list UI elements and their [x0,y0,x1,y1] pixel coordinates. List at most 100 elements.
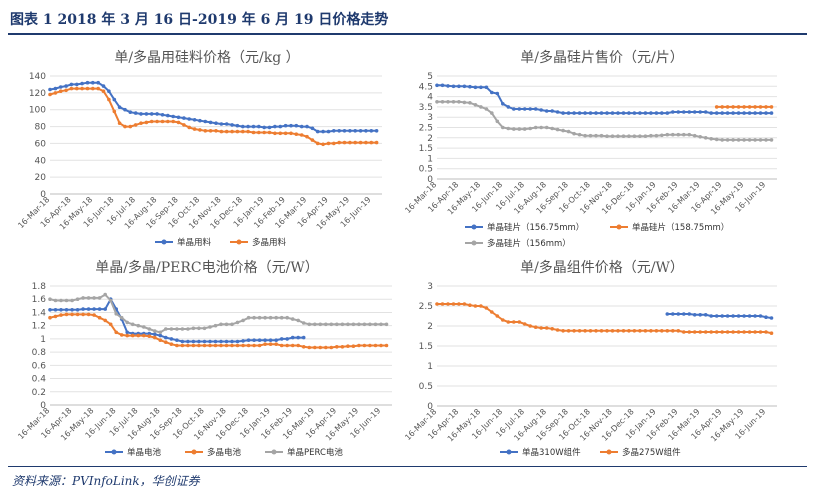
legend-item: 单晶硅片（158.75mm） [610,222,729,233]
y-tick-label: 0.8 [32,348,47,358]
data-point [364,140,368,145]
data-point [81,312,85,317]
data-point [501,318,505,322]
series-1 [665,312,774,320]
data-point [758,330,763,334]
data-point [348,129,352,133]
data-point [92,313,96,317]
y-tick-label: 20 [35,173,47,183]
data-point [638,111,642,115]
data-point [533,125,538,130]
chart-module-price: 单/多晶组件价格（元/W）00.511.522.5316-Mar-1816-Ap… [405,259,777,458]
chart-wafer-price: 单/多晶硅片售价（元/片）00.511.522.533.544.5516-Mar… [405,49,777,249]
data-point [643,329,648,333]
data-point [149,119,154,124]
data-point [714,105,719,109]
legend-label: 单晶硅片（158.75mm） [632,222,729,233]
data-point [522,127,527,131]
data-point [263,315,267,320]
data-point [346,322,350,327]
data-point [736,314,741,318]
data-point [665,132,670,137]
data-point [241,129,245,134]
data-point [147,327,152,331]
series-3 [435,100,774,142]
data-point [64,88,68,93]
data-point [252,338,256,342]
legend-marker [191,449,197,455]
data-point [283,131,288,136]
legend-label: 多晶硅片（156mm） [487,238,571,249]
legend-marker [271,449,277,455]
y-tick-label: 5 [427,72,433,82]
data-point [169,327,174,331]
data-point [213,323,218,328]
data-point [246,129,250,134]
data-point [75,308,80,312]
data-point [128,110,133,114]
data-point [512,320,516,324]
series-2 [435,302,774,335]
y-tick-label: 3 [427,282,433,292]
title-divider [8,33,807,35]
data-point [714,137,719,142]
data-point [274,342,279,346]
data-point [169,342,174,346]
legend-label: 多晶电池 [207,447,242,458]
series-2 [48,312,389,350]
legend-item: 单晶硅片（156.75mm） [465,222,584,233]
data-point [321,129,325,134]
chart-panel-silicon-material: 单/多晶用硅料价格（元/kg ） 0 20 40 60 80 100 120 140 16-Mar… [10,42,405,257]
data-point [48,308,52,312]
data-point [517,320,522,324]
data-point [107,97,111,102]
data-point [149,112,154,116]
data-point [169,337,174,341]
data-point [59,308,63,312]
data-point [155,112,159,116]
data-point [329,322,334,327]
data-point [262,130,266,135]
data-point [59,313,63,317]
data-point [310,138,315,142]
data-point [544,109,549,113]
data-point [257,338,262,342]
y-tick-label: 1.4 [32,308,47,318]
legend-label: 单晶用料 [177,237,212,248]
legend-marker [606,449,612,455]
data-point [583,133,587,138]
data-point [203,129,208,133]
data-point [224,129,229,134]
data-point [340,345,345,349]
data-point [594,133,598,138]
y-tick-label: 3 [427,113,433,123]
data-point [769,331,774,335]
y-tick-label: 4 [427,93,433,103]
data-point [512,127,516,131]
data-point [136,333,141,338]
data-point [506,126,511,131]
data-point [682,312,686,316]
data-point [599,329,604,333]
data-point [85,86,90,91]
data-point [299,133,304,137]
data-point [251,124,256,129]
data-point [484,306,489,310]
data-point [192,127,197,131]
data-point [517,127,522,131]
data-point [158,330,163,335]
data-point [468,84,472,89]
data-point [268,315,273,320]
data-point [64,308,69,312]
data-point [285,315,290,320]
data-point [566,129,571,134]
data-point [764,315,768,319]
data-point [147,331,152,336]
legend-marker [471,224,477,230]
data-point [53,314,58,319]
data-point [186,339,190,344]
data-point [660,111,664,115]
data-point [171,119,175,124]
data-point [533,107,538,111]
data-point [594,329,598,333]
